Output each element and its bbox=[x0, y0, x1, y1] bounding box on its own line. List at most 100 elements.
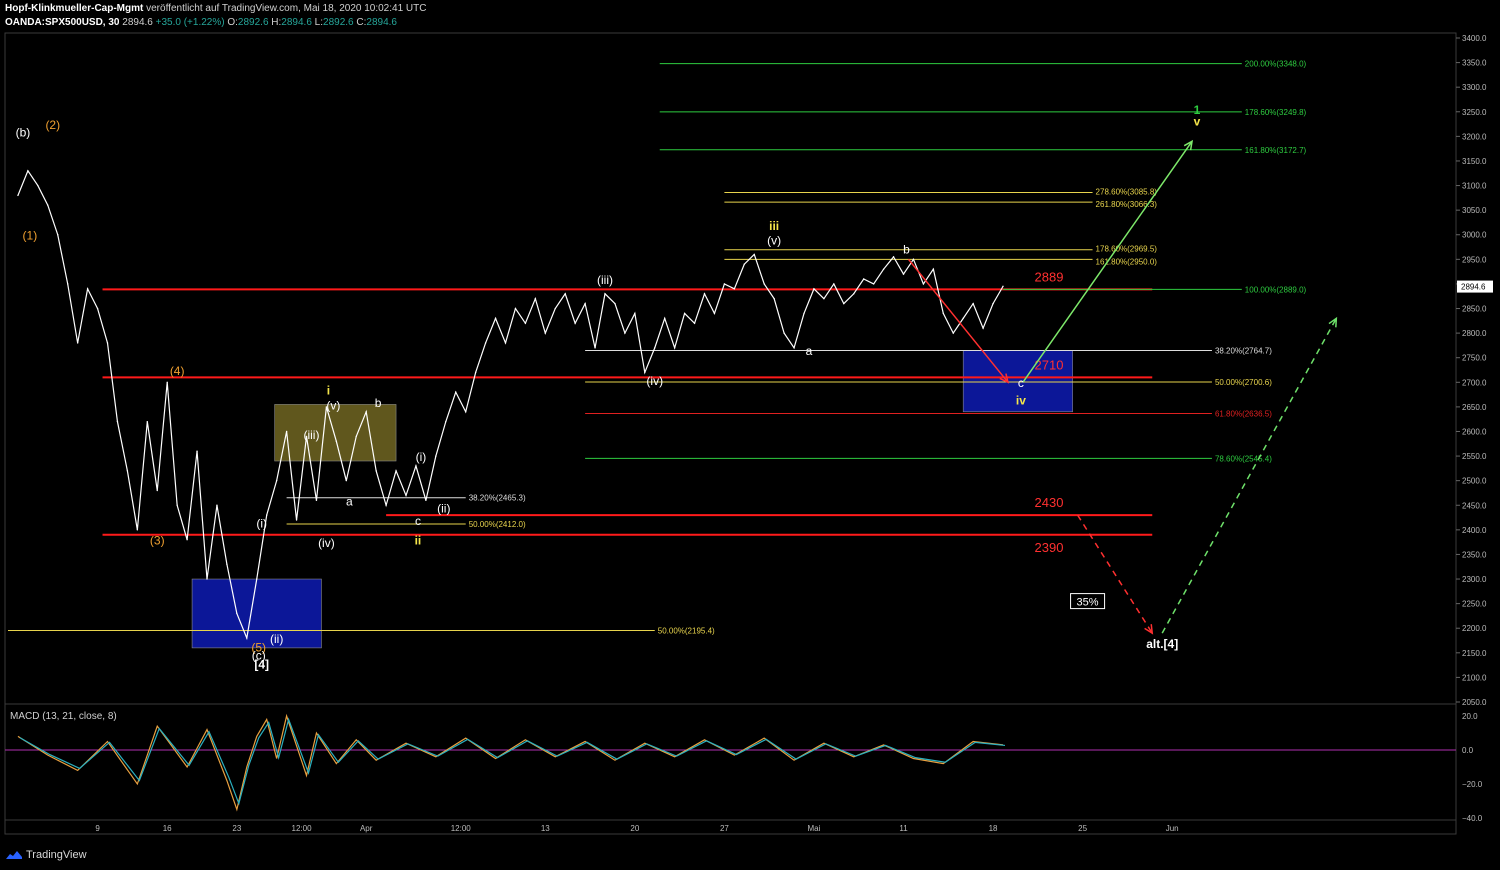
fib-label: 200.00%(3348.0) bbox=[1245, 60, 1307, 69]
last-price: 2894.6 bbox=[122, 17, 153, 28]
price-point bbox=[266, 514, 268, 516]
price-tick-label: 2600.0 bbox=[1462, 427, 1487, 436]
fib-label: 50.00%(2700.6) bbox=[1215, 378, 1272, 387]
wave-label: (v) bbox=[767, 234, 781, 248]
price-point bbox=[793, 347, 795, 349]
price-point bbox=[295, 519, 298, 521]
projection-arrow-4[interactable] bbox=[1161, 317, 1337, 634]
price-point bbox=[634, 312, 636, 315]
price-change: +35.0 (+1.22%) bbox=[155, 17, 225, 28]
price-point bbox=[544, 332, 546, 334]
price-point bbox=[554, 307, 556, 310]
macd-tick-label: −40.0 bbox=[1462, 814, 1483, 823]
price-point bbox=[863, 278, 865, 280]
price-point bbox=[872, 283, 875, 285]
price-tick-label: 2700.0 bbox=[1462, 378, 1487, 387]
wave-label: [4] bbox=[254, 658, 269, 672]
price-point bbox=[733, 288, 736, 290]
macd-legend: MACD (13, 21, close, 8) bbox=[10, 711, 117, 722]
fib-label: 38.20%(2465.3) bbox=[469, 494, 526, 503]
price-point bbox=[186, 538, 188, 541]
publisher-name: Hopf-Klinkmueller-Cap-Mgmt bbox=[5, 3, 144, 14]
fib-label: 50.00%(2195.4) bbox=[658, 626, 715, 635]
price-point bbox=[524, 322, 527, 324]
time-tick-label: 11 bbox=[899, 824, 908, 833]
price-series-line[interactable] bbox=[17, 169, 1004, 641]
time-tick-label: 20 bbox=[630, 824, 639, 833]
price-point bbox=[365, 411, 367, 413]
symbol-legend: OANDA:SPX500USD, 30 2894.6 +35.0 (+1.22%… bbox=[5, 17, 397, 28]
price-point bbox=[882, 268, 885, 270]
price-point bbox=[465, 411, 467, 413]
price-point bbox=[902, 273, 905, 275]
wave-label: (iii) bbox=[597, 273, 613, 287]
price-tick-label: 2950.0 bbox=[1462, 255, 1487, 264]
macd-tick-label: 20.0 bbox=[1462, 712, 1478, 721]
projection-arrow-1[interactable] bbox=[907, 258, 1009, 383]
price-point bbox=[76, 342, 79, 344]
price-point bbox=[216, 504, 218, 506]
wave-label: b bbox=[375, 396, 382, 410]
price-point bbox=[504, 342, 507, 344]
wave-label: iv bbox=[1016, 393, 1026, 407]
high-value: 2894.6 bbox=[281, 17, 312, 28]
price-tick-label: 3050.0 bbox=[1462, 206, 1487, 215]
level-label-2430: 2430 bbox=[1035, 495, 1064, 510]
macd-tick-label: −20.0 bbox=[1462, 780, 1483, 789]
wave-label: (i) bbox=[416, 450, 427, 464]
low-value: 2892.6 bbox=[323, 17, 354, 28]
price-point bbox=[693, 322, 696, 324]
wave-label: (4) bbox=[170, 364, 185, 378]
publish-info: Hopf-Klinkmueller-Cap-Mgmt veröffentlich… bbox=[5, 3, 426, 14]
price-point bbox=[703, 293, 706, 295]
symbol-name[interactable]: OANDA:SPX500USD, 30 bbox=[5, 17, 120, 28]
price-point bbox=[315, 499, 318, 502]
wave-label: (b) bbox=[16, 125, 31, 139]
price-tick-label: 2450.0 bbox=[1462, 501, 1487, 510]
price-point bbox=[922, 283, 925, 285]
price-point bbox=[843, 302, 845, 305]
fib-label: 161.80%(2950.0) bbox=[1096, 257, 1158, 266]
price-tick-label: 3100.0 bbox=[1462, 182, 1487, 191]
time-tick-label: Apr bbox=[360, 824, 373, 833]
price-point bbox=[683, 312, 686, 315]
price-point bbox=[67, 283, 69, 285]
macd-tick-label: 0.0 bbox=[1462, 746, 1474, 755]
target-zone-box-2[interactable] bbox=[274, 404, 397, 462]
price-point bbox=[972, 302, 974, 305]
projection-arrowhead-4 bbox=[1328, 316, 1338, 328]
macd-line[interactable] bbox=[19, 717, 1006, 806]
price-tick-label: 2400.0 bbox=[1462, 526, 1487, 535]
projection-arrow-3[interactable] bbox=[1076, 514, 1153, 634]
price-point bbox=[106, 342, 109, 344]
wave-label: ii bbox=[415, 534, 422, 548]
time-tick-label: 12:00 bbox=[451, 824, 472, 833]
price-point bbox=[275, 479, 278, 482]
wave-label: iii bbox=[769, 219, 779, 233]
price-point bbox=[803, 312, 805, 315]
price-point bbox=[534, 297, 537, 300]
price-point bbox=[425, 499, 427, 502]
price-point bbox=[823, 297, 825, 300]
projection-arrow-2[interactable] bbox=[1022, 140, 1193, 383]
price-point bbox=[574, 322, 576, 324]
price-tick-label: 3250.0 bbox=[1462, 108, 1487, 117]
tradingview-brand: TradingView bbox=[5, 848, 87, 861]
close-label: C: bbox=[356, 17, 367, 28]
price-point bbox=[96, 307, 99, 310]
wave-label: 1 bbox=[1194, 103, 1201, 117]
wave-label: (iii) bbox=[303, 428, 319, 442]
price-point bbox=[47, 204, 49, 206]
wave-label: (i) bbox=[256, 516, 267, 530]
price-point bbox=[166, 381, 168, 383]
price-tick-label: 2300.0 bbox=[1462, 575, 1487, 584]
macd-signal-line[interactable] bbox=[17, 713, 1004, 812]
wave-label: (1) bbox=[23, 229, 38, 243]
target-zone-box-1[interactable] bbox=[191, 578, 322, 649]
price-point bbox=[614, 302, 616, 305]
fib-label: 278.60%(3085.8) bbox=[1096, 188, 1158, 197]
price-point bbox=[196, 450, 198, 452]
price-point bbox=[604, 293, 606, 295]
price-point bbox=[673, 347, 676, 349]
